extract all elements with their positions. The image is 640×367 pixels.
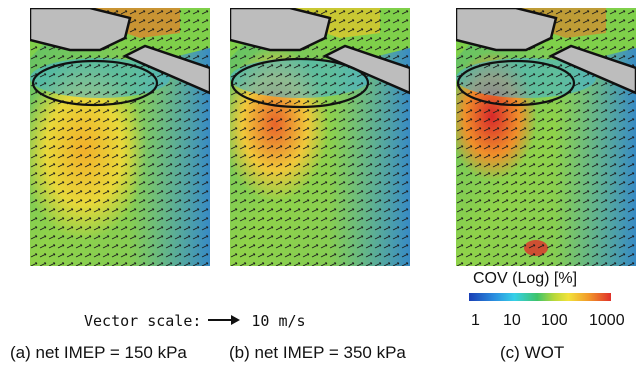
colorbar-tick: 1	[471, 312, 480, 329]
colorbar-tick: 1000	[589, 312, 625, 329]
vector-scale: Vector scale: 10 m/s	[84, 312, 306, 330]
arrow-right-icon	[207, 312, 241, 330]
highlight-ellipse-b	[230, 57, 370, 109]
piv-panel-b	[230, 8, 410, 266]
caption-a: (a) net IMEP = 150 kPa	[10, 343, 187, 362]
highlight-ellipse-a	[31, 59, 159, 107]
piv-panel-a	[30, 8, 210, 266]
caption-b: (b) net IMEP = 350 kPa	[229, 343, 406, 362]
colorbar-tick: 10	[503, 312, 521, 329]
vector-scale-label: Vector scale:	[84, 312, 202, 330]
highlight-ellipse-c	[456, 59, 576, 107]
colorbar-title: COV (Log) [%]	[473, 270, 578, 287]
colorbar-tick: 100	[541, 312, 568, 329]
caption-c: (c) WOT	[500, 343, 565, 362]
vector-scale-value: 10 m/s	[251, 312, 306, 330]
colorbar	[469, 293, 611, 301]
piv-panel-c	[456, 8, 636, 266]
